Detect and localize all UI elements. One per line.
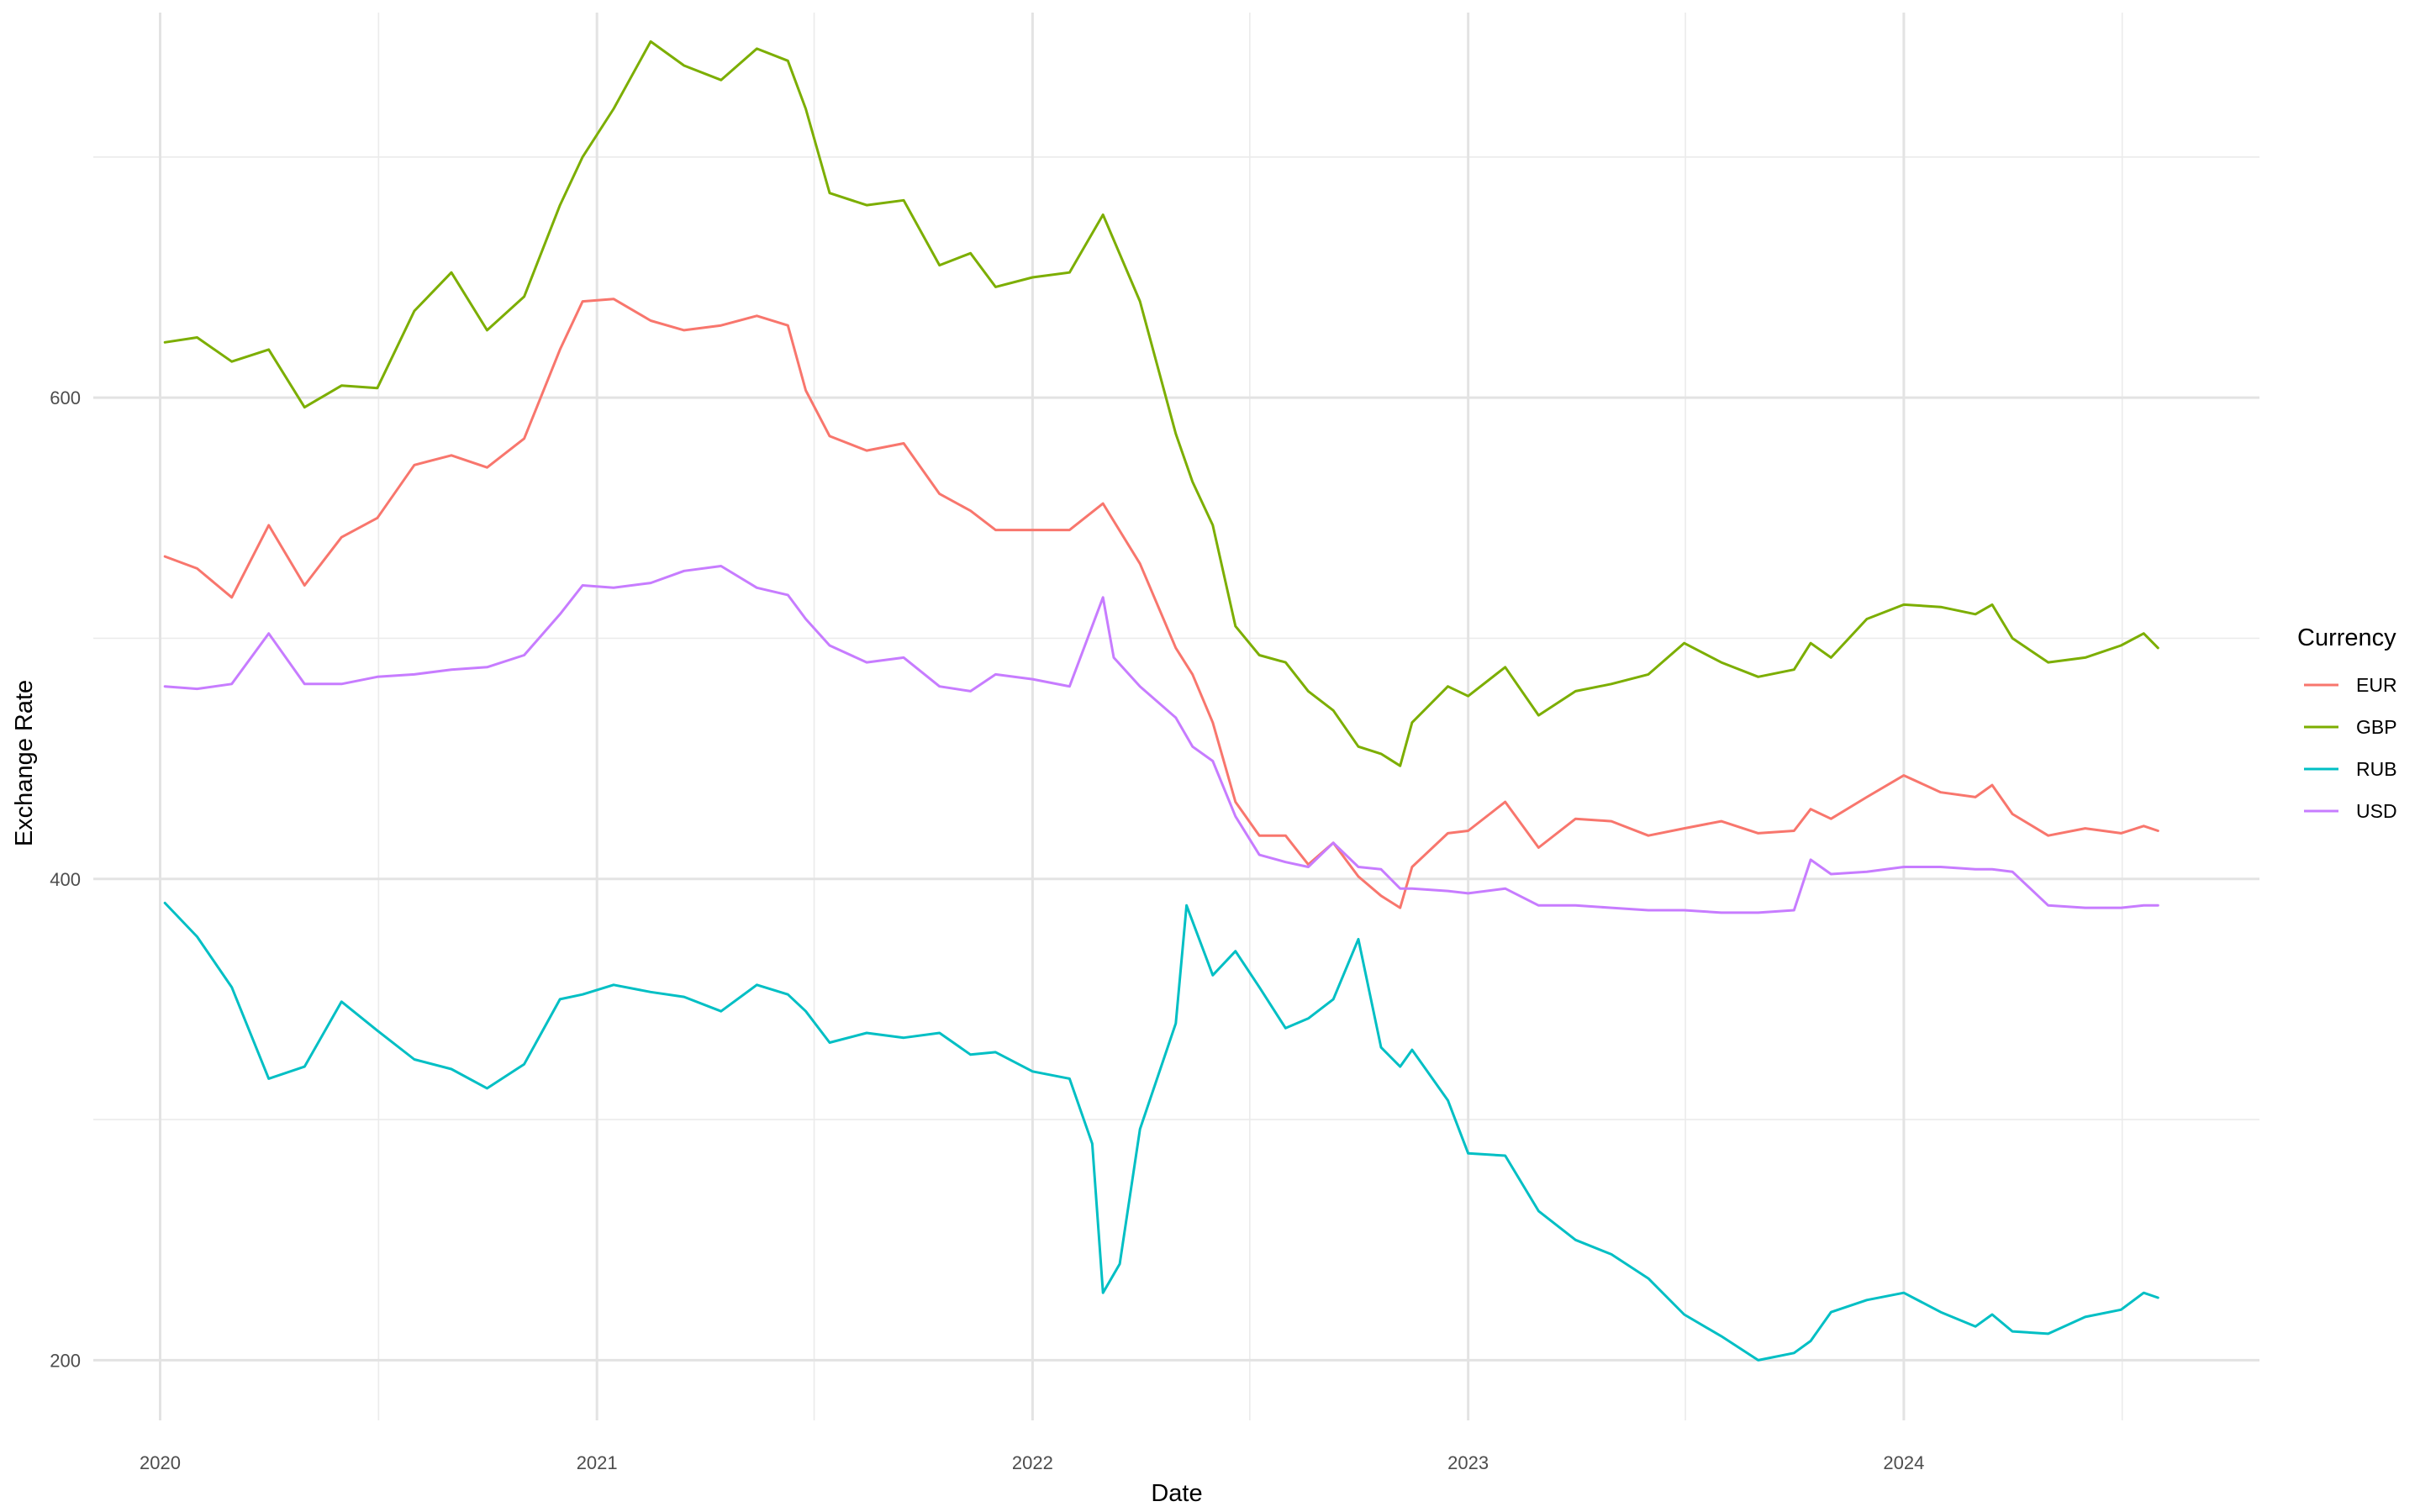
legend: Currency EUR GBP RUB USD <box>2297 624 2397 822</box>
x-tick-label: 2024 <box>1883 1452 1924 1473</box>
y-tick-label: 200 <box>50 1350 81 1371</box>
x-axis-title: Date <box>1151 1480 1202 1507</box>
major-gridlines <box>93 13 2259 1420</box>
x-tick-label: 2021 <box>577 1452 618 1473</box>
legend-label-rub: RUB <box>2356 758 2397 780</box>
legend-title: Currency <box>2297 624 2396 651</box>
series-line-gbp <box>163 40 2159 767</box>
series-line-rub <box>163 901 2159 1362</box>
series-line-usd <box>163 565 2159 914</box>
y-tick-label: 400 <box>50 869 81 890</box>
y-tick-label: 600 <box>50 387 81 408</box>
x-tick-label: 2022 <box>1012 1452 1053 1473</box>
x-tick-label: 2020 <box>140 1452 181 1473</box>
legend-label-eur: EUR <box>2356 674 2397 696</box>
y-axis-tick-labels: 200 400 600 <box>50 387 81 1371</box>
y-axis-title: Exchange Rate <box>11 680 38 846</box>
x-tick-label: 2023 <box>1447 1452 1489 1473</box>
minor-gridlines <box>93 13 2259 1420</box>
x-axis-tick-labels: 2020 2021 2022 2023 2024 <box>140 1452 1924 1473</box>
series-lines <box>163 40 2159 1362</box>
legend-label-gbp: GBP <box>2356 716 2397 738</box>
series-line-eur <box>163 298 2159 909</box>
legend-label-usd: USD <box>2356 800 2397 822</box>
